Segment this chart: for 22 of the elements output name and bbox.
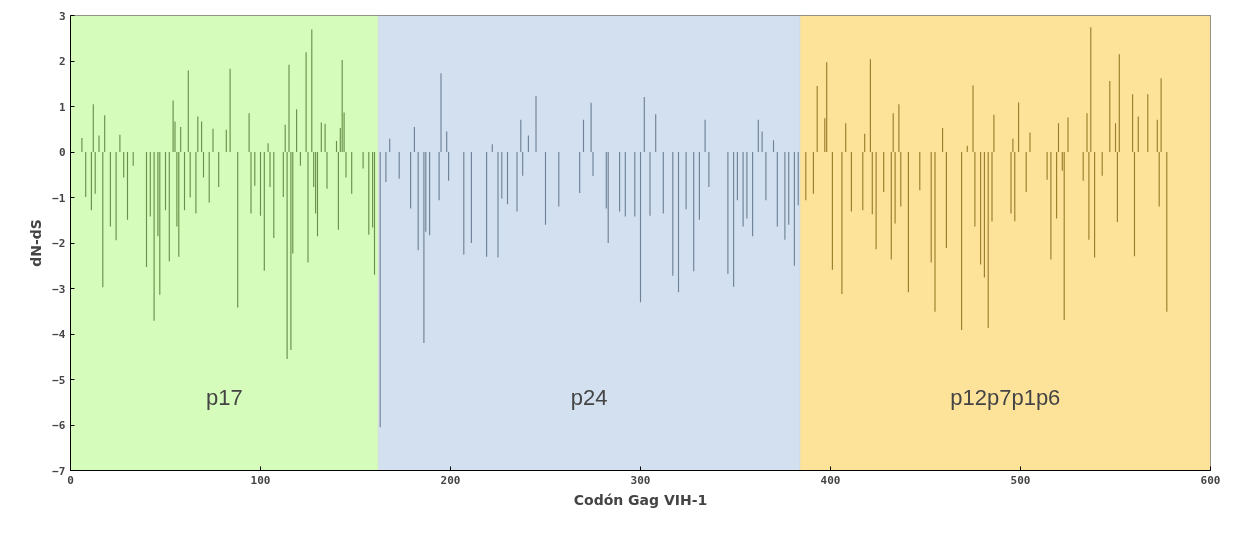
x-tick-label: 300	[630, 473, 651, 487]
y-tick-label: 1	[58, 100, 66, 114]
band-label: p17	[206, 385, 243, 411]
y-tick-label: 0	[58, 146, 66, 159]
y-tick-label: −4	[52, 328, 66, 341]
x-tick-label: 400	[820, 473, 841, 487]
y-tick-label: 2	[58, 55, 66, 68]
x-axis-title: Codón Gag VIH-1	[573, 491, 708, 508]
y-tick-label: −5	[52, 373, 66, 387]
x-tick-label: 500	[1010, 473, 1031, 487]
y-tick-label: −1	[52, 191, 66, 205]
y-tick-label: −7	[52, 464, 66, 478]
y-tick-label: −3	[52, 282, 66, 296]
y-tick-label: −6	[52, 419, 66, 432]
y-axis-title: dN-dS	[28, 219, 45, 267]
x-tick-label: 600	[1200, 473, 1221, 487]
band-label: p12p7p1p6	[950, 385, 1061, 411]
x-tick-label: 200	[440, 473, 461, 487]
x-tick-label: 100	[250, 473, 271, 487]
band-label: p24	[570, 385, 608, 411]
y-tick-label: 3	[58, 9, 66, 23]
y-tick-label: −2	[52, 237, 66, 250]
